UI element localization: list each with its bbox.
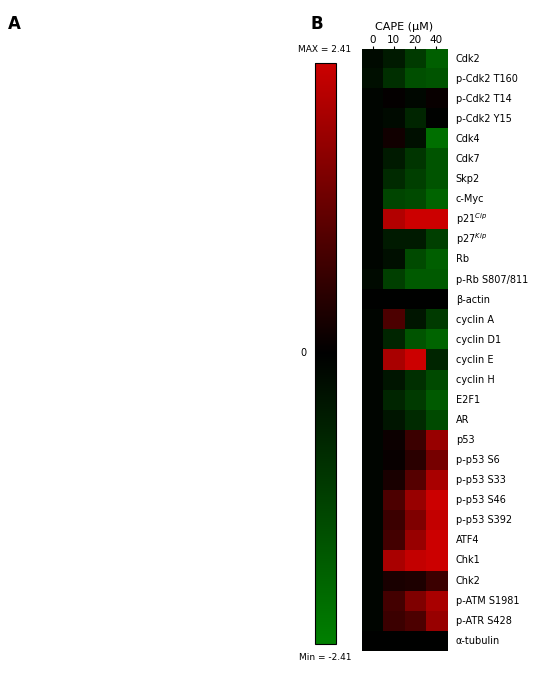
Text: p27$^{Kip}$: p27$^{Kip}$ <box>455 232 487 247</box>
Text: Cdk4: Cdk4 <box>455 134 480 144</box>
Text: p-Cdk2 T14: p-Cdk2 T14 <box>455 94 512 104</box>
Text: α-tubulin: α-tubulin <box>455 635 500 646</box>
Text: Cdk7: Cdk7 <box>455 154 481 164</box>
Text: Chk2: Chk2 <box>455 576 481 585</box>
Text: p21$^{Cip}$: p21$^{Cip}$ <box>455 212 487 227</box>
Text: p-ATM S1981: p-ATM S1981 <box>455 596 519 606</box>
X-axis label: CAPE (μM): CAPE (μM) <box>376 22 433 33</box>
Text: B: B <box>310 15 323 33</box>
Text: cyclin D1: cyclin D1 <box>455 335 501 345</box>
Text: p-Rb S807/811: p-Rb S807/811 <box>455 274 528 285</box>
Text: p-p53 S6: p-p53 S6 <box>455 455 499 465</box>
Text: p-Cdk2 Y15: p-Cdk2 Y15 <box>455 114 512 124</box>
Text: Rb: Rb <box>455 255 469 264</box>
Text: cyclin H: cyclin H <box>455 375 494 385</box>
Text: p-p53 S392: p-p53 S392 <box>455 515 512 525</box>
Text: p-ATR S428: p-ATR S428 <box>455 616 512 626</box>
Text: p-p53 S46: p-p53 S46 <box>455 496 505 505</box>
Text: Cdk2: Cdk2 <box>455 54 481 64</box>
Text: Chk1: Chk1 <box>455 555 481 565</box>
Text: Min = -2.41: Min = -2.41 <box>299 653 351 661</box>
Text: AR: AR <box>455 415 469 425</box>
Text: ATF4: ATF4 <box>455 535 479 546</box>
Text: β-actin: β-actin <box>455 294 490 305</box>
Text: p-p53 S33: p-p53 S33 <box>455 475 505 485</box>
Text: 0: 0 <box>300 348 306 358</box>
Text: p53: p53 <box>455 435 474 445</box>
Text: c-Myc: c-Myc <box>455 194 484 204</box>
Text: E2F1: E2F1 <box>455 395 480 405</box>
Text: Skp2: Skp2 <box>455 174 480 184</box>
Text: p-Cdk2 T160: p-Cdk2 T160 <box>455 74 518 84</box>
Text: MAX = 2.41: MAX = 2.41 <box>299 45 351 54</box>
Text: cyclin A: cyclin A <box>455 315 494 324</box>
Text: A: A <box>8 15 20 33</box>
Text: cyclin E: cyclin E <box>455 355 493 365</box>
